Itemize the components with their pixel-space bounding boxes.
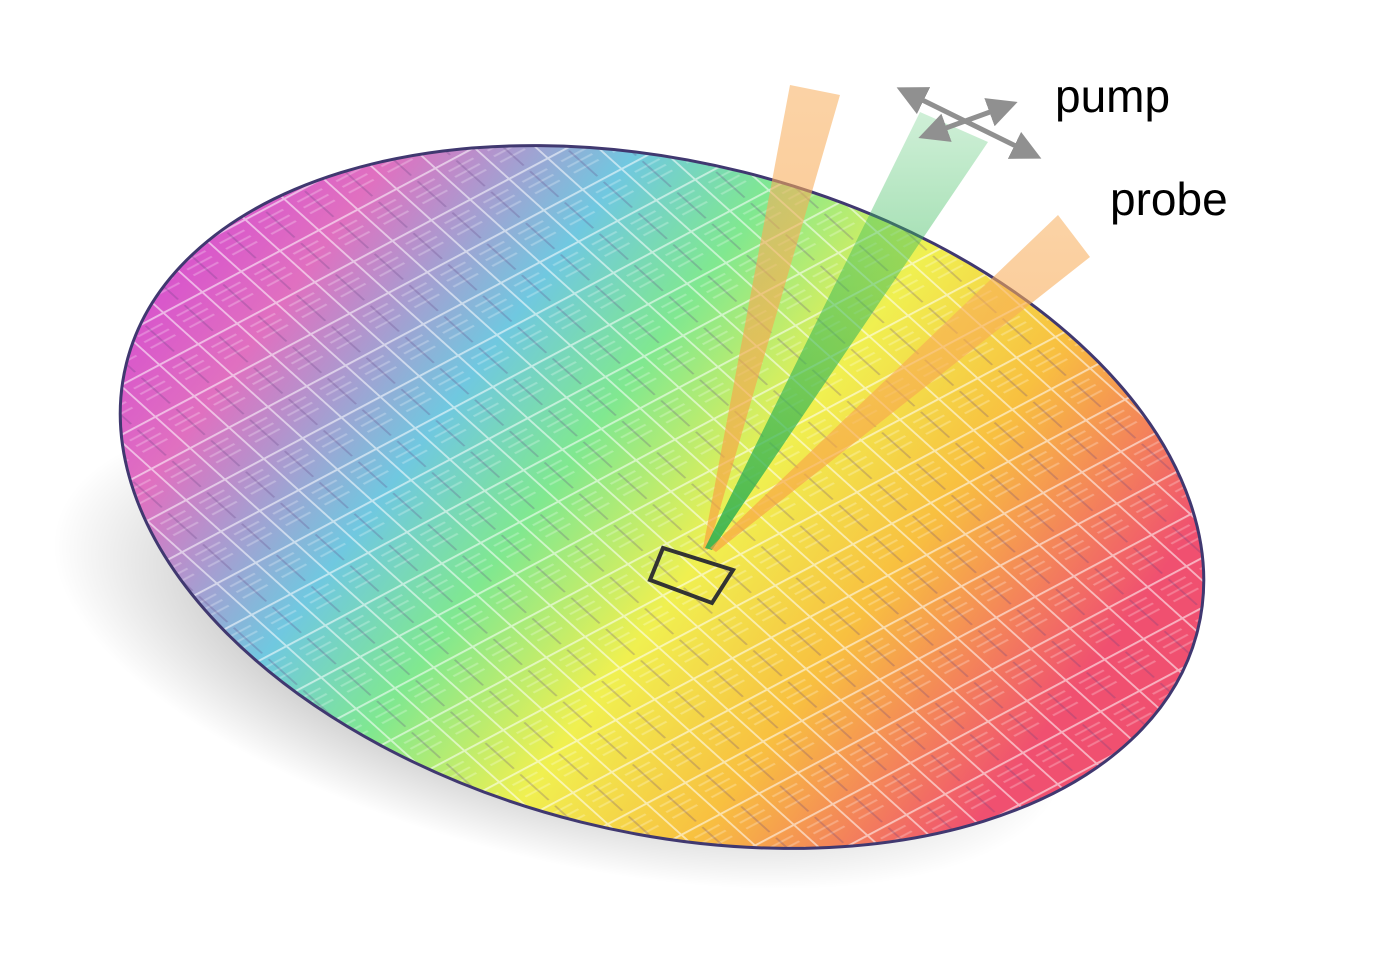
wafer bbox=[100, 140, 1230, 860]
polarization-arrows bbox=[896, 87, 1042, 159]
pump-label: pump bbox=[1055, 70, 1170, 122]
probe-beam-in bbox=[703, 85, 840, 550]
pump-beam bbox=[705, 112, 988, 550]
focus-square bbox=[647, 545, 737, 606]
probe-label: probe bbox=[1110, 173, 1228, 225]
probe-beam-out bbox=[710, 215, 1090, 552]
